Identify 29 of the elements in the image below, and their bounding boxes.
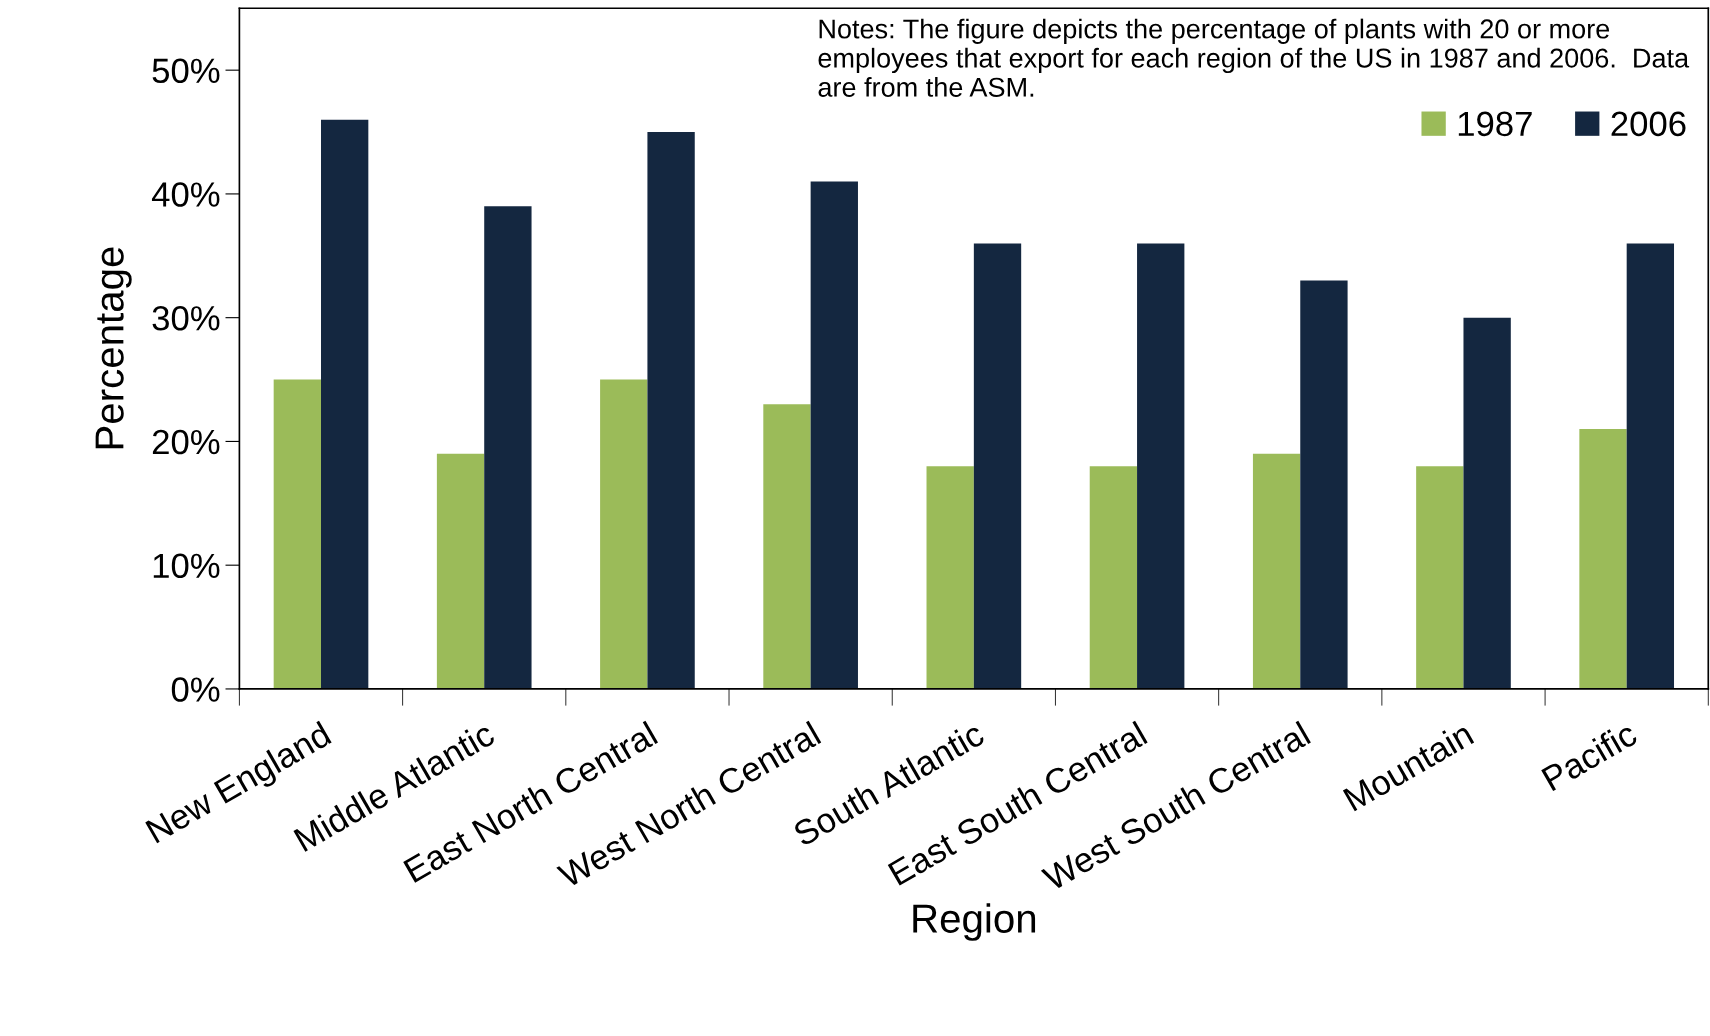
bar: [273, 379, 322, 689]
bar: [1626, 243, 1675, 689]
y-tick-label: 0%: [171, 677, 220, 702]
bar: [600, 379, 648, 689]
bar: [763, 404, 811, 689]
bar: [926, 466, 974, 689]
y-tick-label: 30%: [152, 306, 220, 331]
y-tick-label: 50%: [152, 58, 220, 84]
y-tick-label: 20%: [152, 429, 220, 455]
bar: [1579, 429, 1627, 689]
bar: [973, 243, 1022, 689]
bar: [1416, 466, 1464, 689]
bar: [1463, 317, 1511, 689]
legend-label: 1987: [1458, 111, 1532, 137]
bar: [810, 181, 858, 689]
y-tick-label: 40%: [151, 182, 220, 207]
x-axis-title: Region: [913, 903, 1036, 941]
legend-label: 2006: [1611, 111, 1686, 137]
bar: [647, 132, 695, 689]
y-axis-title: Percentage: [95, 247, 132, 449]
bar: [1252, 453, 1301, 689]
bar: [1137, 243, 1185, 689]
bar: [321, 119, 369, 689]
bar: [1089, 466, 1138, 689]
bar: [1300, 280, 1348, 689]
annotation: Notes: The figure depicts the percentage of plants with 20 or more employees that export for each region of the US in 1987 and 2006. Data are from the ASM.: [818, 18, 1690, 97]
y-tick-label: 10%: [153, 553, 220, 579]
bar: [436, 453, 485, 689]
bar: [484, 206, 532, 689]
